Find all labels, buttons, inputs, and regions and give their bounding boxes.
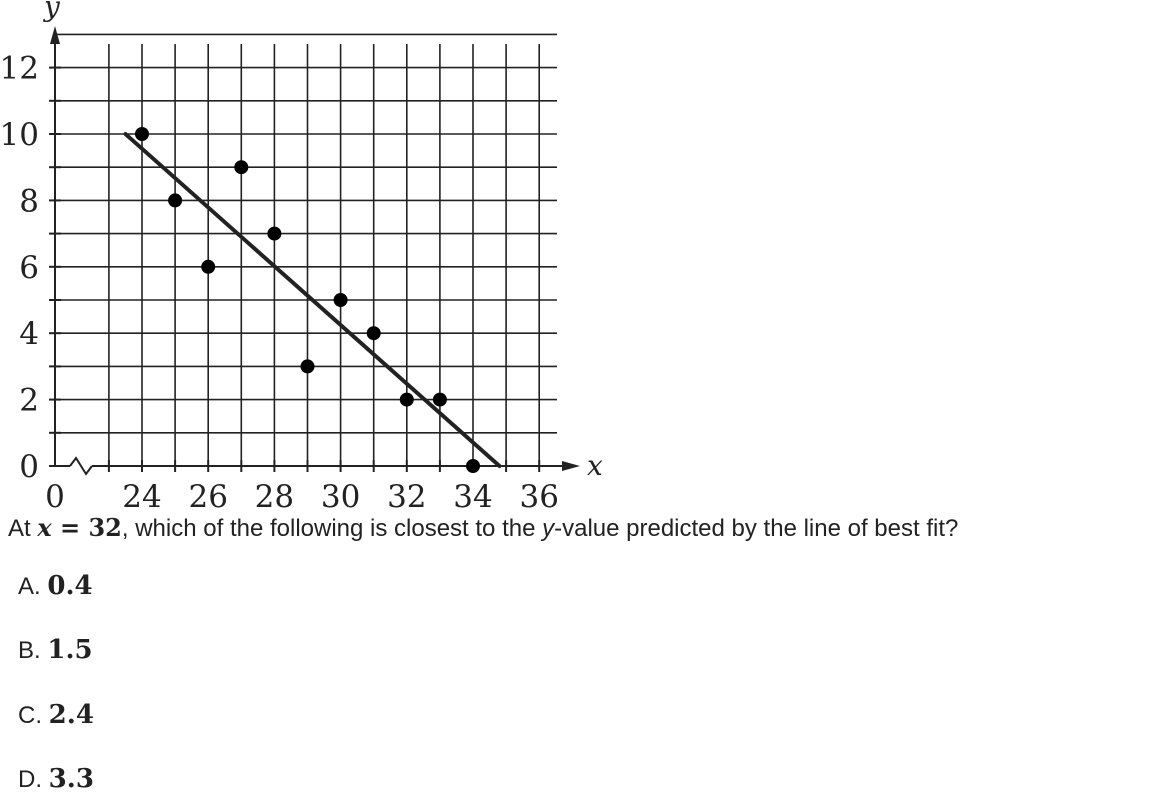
y-tick-label: 4	[19, 316, 39, 352]
data-point	[466, 459, 480, 473]
question-text-b: -value predicted by the line of best fit…	[554, 515, 959, 542]
data-point	[201, 259, 216, 274]
x-axis-arrow	[562, 461, 580, 471]
option-value: 2.4	[48, 700, 94, 730]
x-tick-label: 26	[188, 479, 227, 512]
question-math: x = 32	[37, 513, 122, 542]
data-point	[300, 359, 315, 374]
x-tick-label: 30	[321, 479, 360, 512]
y-axis-arrow	[50, 26, 60, 44]
x-tick-label: 24	[122, 479, 161, 512]
data-point	[135, 127, 149, 141]
option-d[interactable]: D. 3.3	[18, 764, 94, 794]
option-c[interactable]: C. 2.4	[18, 700, 94, 730]
y-tick-label: 8	[19, 183, 39, 219]
y-tick-label: 6	[19, 250, 39, 286]
x-tick-label: 28	[255, 479, 294, 512]
question-value: 32	[88, 513, 122, 542]
option-letter: B.	[18, 637, 41, 664]
data-point	[168, 193, 183, 208]
x-tick-label: 0	[45, 479, 65, 512]
data-point	[399, 392, 414, 407]
question-variable: x	[37, 513, 52, 542]
axes	[50, 26, 580, 476]
data-points	[135, 127, 480, 473]
y-tick-label: 2	[19, 383, 39, 419]
question-text-a: , which of the following is closest to t…	[121, 515, 543, 542]
x-tick-label: 34	[453, 479, 492, 512]
question-text: At x = 32, which of the following is clo…	[8, 513, 958, 543]
x-axis-break	[69, 456, 93, 476]
tick-marks	[49, 66, 541, 472]
option-value: 0.4	[47, 571, 93, 601]
best-fit-line	[123, 132, 502, 468]
grid-lines	[55, 33, 557, 466]
option-letter: A.	[18, 573, 41, 600]
y-tick-label: 12	[0, 51, 39, 87]
y-tick-label: 0	[19, 449, 39, 485]
data-point	[234, 160, 249, 175]
x-tick-label: 36	[519, 479, 558, 512]
data-point	[333, 293, 348, 307]
data-point	[267, 226, 282, 241]
y-axis-label: y	[42, 0, 61, 23]
best-fit-line-segment	[123, 132, 502, 468]
x-axis-label: x	[587, 449, 603, 482]
x-tick-label: 32	[387, 479, 426, 512]
option-value: 3.3	[48, 764, 94, 794]
question-y-variable: y	[542, 515, 555, 542]
option-letter: D.	[18, 766, 42, 793]
y-tick-label: 10	[0, 117, 39, 153]
question-equals: =	[51, 513, 89, 542]
data-point	[366, 326, 381, 341]
option-a[interactable]: A. 0.4	[18, 571, 93, 601]
option-b[interactable]: B. 1.5	[18, 635, 93, 665]
option-value: 1.5	[47, 635, 93, 665]
question-prefix: At	[8, 515, 38, 542]
data-point	[432, 392, 447, 407]
option-letter: C.	[18, 702, 42, 729]
